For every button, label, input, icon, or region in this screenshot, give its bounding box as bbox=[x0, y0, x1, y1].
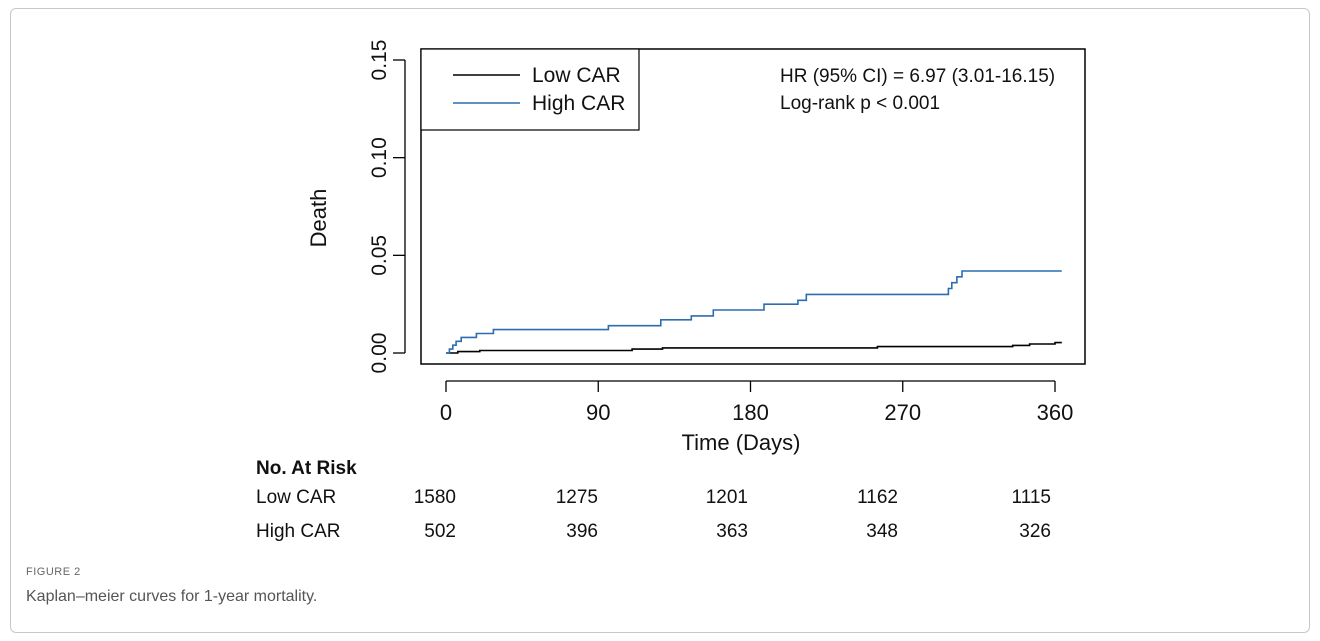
x-tick-label: 180 bbox=[732, 400, 769, 425]
curve-low-car bbox=[446, 341, 1062, 354]
y-tick-label: 0.10 bbox=[368, 137, 391, 178]
y-tick-label: 0.00 bbox=[368, 333, 391, 374]
annotation-logrank: Log-rank p < 0.001 bbox=[780, 93, 940, 114]
figure-label: FIGURE 2 bbox=[26, 566, 81, 578]
plot-area bbox=[420, 48, 1086, 365]
y-axis: 0.00 0.05 0.10 0.15 bbox=[368, 40, 406, 374]
curve-high-car bbox=[446, 270, 1062, 354]
y-tick-label: 0.05 bbox=[368, 235, 391, 276]
y-axis-label: Death bbox=[306, 189, 331, 248]
x-tick-label: 270 bbox=[884, 400, 921, 425]
figure-frame bbox=[10, 8, 1310, 633]
x-tick-label: 0 bbox=[440, 400, 452, 425]
y-tick-label: 0.15 bbox=[368, 40, 391, 81]
x-tick-label: 90 bbox=[586, 400, 610, 425]
annotation-hr: HR (95% CI) = 6.97 (3.01-16.15) bbox=[780, 66, 1055, 87]
x-axis-label: Time (Days) bbox=[682, 430, 801, 455]
legend-label-low-car: Low CAR bbox=[532, 64, 621, 87]
x-tick-label: 360 bbox=[1037, 400, 1074, 425]
legend-box bbox=[420, 48, 640, 131]
km-plot: 0.00 0.05 0.10 0.15 0 90 180 270 360 Low CAR Hi… bbox=[306, 40, 1086, 455]
curves bbox=[446, 270, 1062, 354]
legend: Low CAR High CAR bbox=[420, 48, 640, 131]
x-axis: 0 90 180 270 360 bbox=[440, 380, 1074, 425]
legend-label-high-car: High CAR bbox=[532, 92, 625, 115]
figure-caption: Kaplan–meier curves for 1-year mortality… bbox=[26, 588, 318, 605]
